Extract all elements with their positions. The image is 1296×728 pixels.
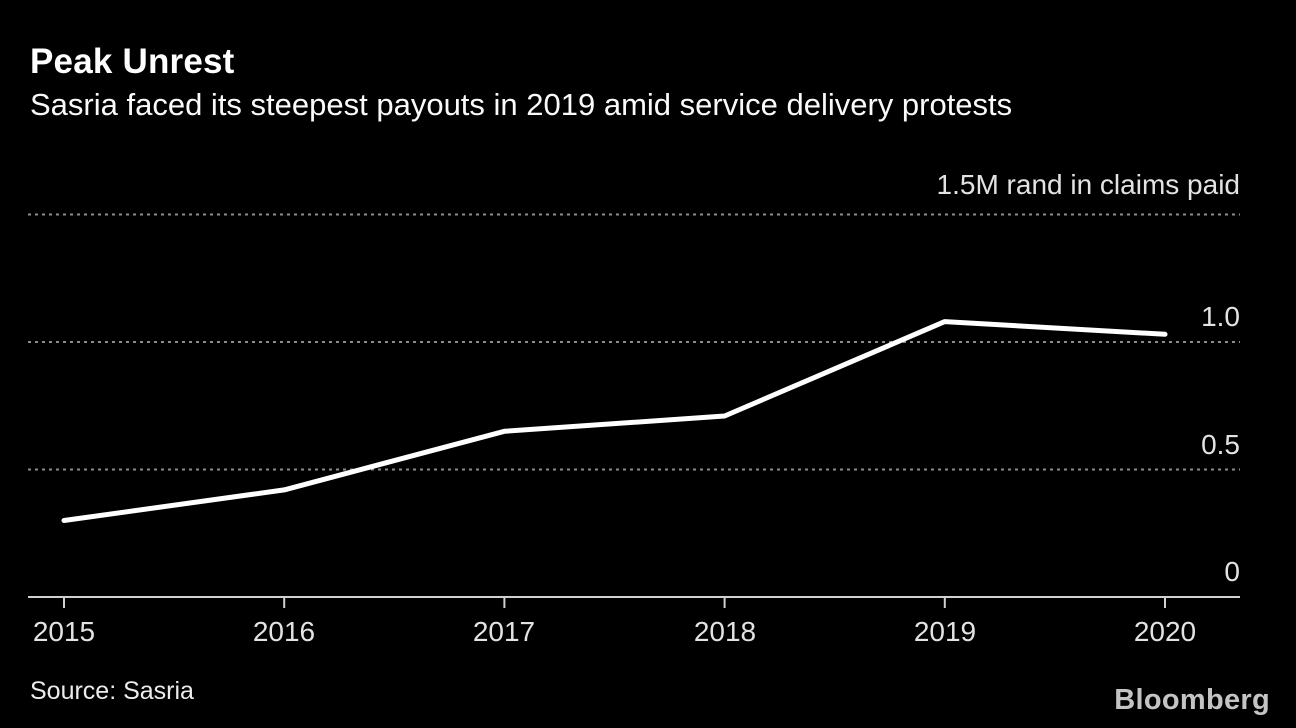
y-tick-label-0-5: 0.5 xyxy=(1201,429,1240,460)
x-tick-label-2018: 2018 xyxy=(693,616,757,647)
x-tick-label-2017: 2017 xyxy=(472,616,536,647)
x-tick-label-2020: 2020 xyxy=(1133,616,1197,647)
y-tick-label-1-0: 1.0 xyxy=(1201,301,1240,332)
claims-paid-line-series xyxy=(61,319,1168,523)
x-tick-label-2015: 2015 xyxy=(32,616,96,647)
chart-title: Peak Unrest xyxy=(30,42,235,81)
bloomberg-logo: Bloomberg xyxy=(1114,684,1270,716)
x-tick-label-2016: 2016 xyxy=(252,616,316,647)
y-axis-unit-label: 1.5M rand in claims paid xyxy=(936,169,1240,200)
y-tick-label-0: 0 xyxy=(1224,556,1240,587)
x-tick-label-2019: 2019 xyxy=(913,616,977,647)
source-note: Source: Sasria xyxy=(30,677,194,705)
chart-subtitle: Sasria faced its steepest payouts in 201… xyxy=(30,87,1013,122)
